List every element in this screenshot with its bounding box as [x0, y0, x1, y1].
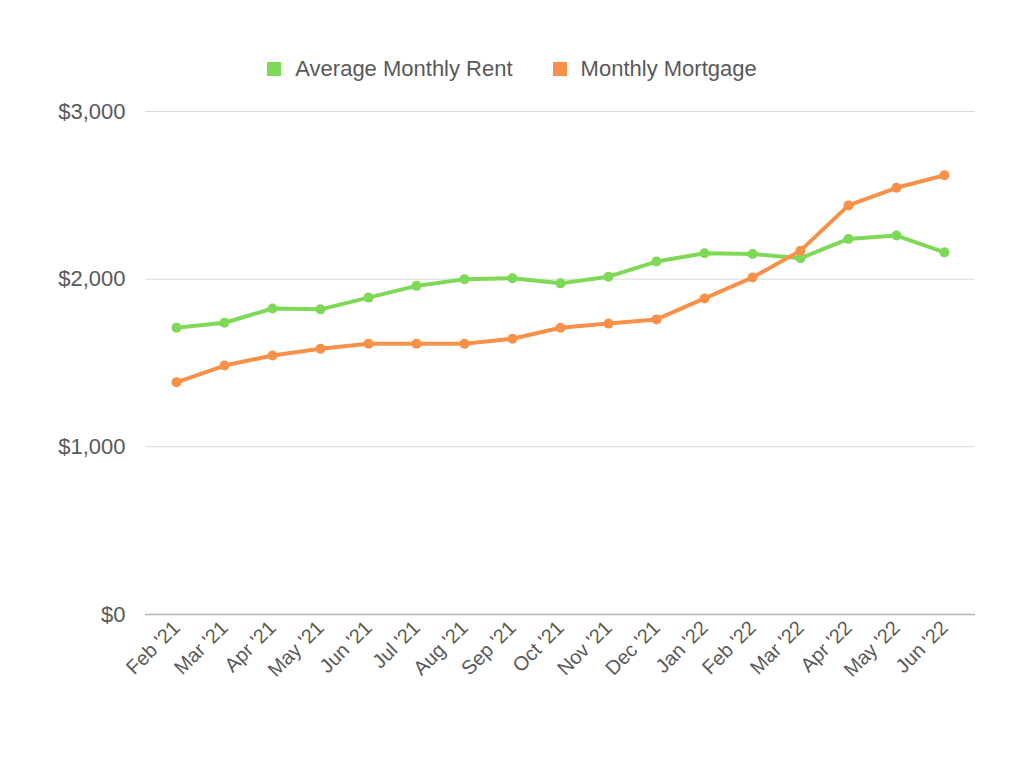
svg-text:Mar '21: Mar '21 [170, 616, 232, 678]
svg-text:$3,000: $3,000 [58, 99, 125, 124]
svg-text:Dec '21: Dec '21 [601, 616, 664, 679]
svg-text:Jan '22: Jan '22 [651, 616, 712, 677]
svg-text:Jun '21: Jun '21 [315, 616, 376, 677]
svg-text:Oct '21: Oct '21 [507, 616, 568, 677]
svg-text:May '22: May '22 [839, 616, 904, 681]
svg-text:$0: $0 [101, 602, 125, 627]
svg-text:Feb '21: Feb '21 [121, 616, 184, 679]
svg-text:Apr '22: Apr '22 [795, 616, 856, 677]
svg-text:Jun '22: Jun '22 [891, 616, 952, 677]
svg-text:$2,000: $2,000 [58, 266, 125, 291]
html-text:Monthly Mortgage: Monthly Mortgage [580, 56, 757, 81]
svg-text:Jul '21: Jul '21 [367, 616, 424, 673]
svg-text:May '21: May '21 [263, 616, 328, 681]
svg-text:Nov '21: Nov '21 [552, 616, 616, 680]
svg-text:Mar '22: Mar '22 [746, 616, 808, 678]
html-text:Average Monthly Rent: Average Monthly Rent [295, 56, 513, 81]
svg-text:Feb '22: Feb '22 [697, 616, 760, 679]
svg-text:Sep '21: Sep '21 [457, 616, 520, 679]
svg-text:$1,000: $1,000 [58, 434, 125, 459]
svg-text:Apr '21: Apr '21 [219, 616, 280, 677]
svg-text:Aug '21: Aug '21 [408, 616, 472, 680]
